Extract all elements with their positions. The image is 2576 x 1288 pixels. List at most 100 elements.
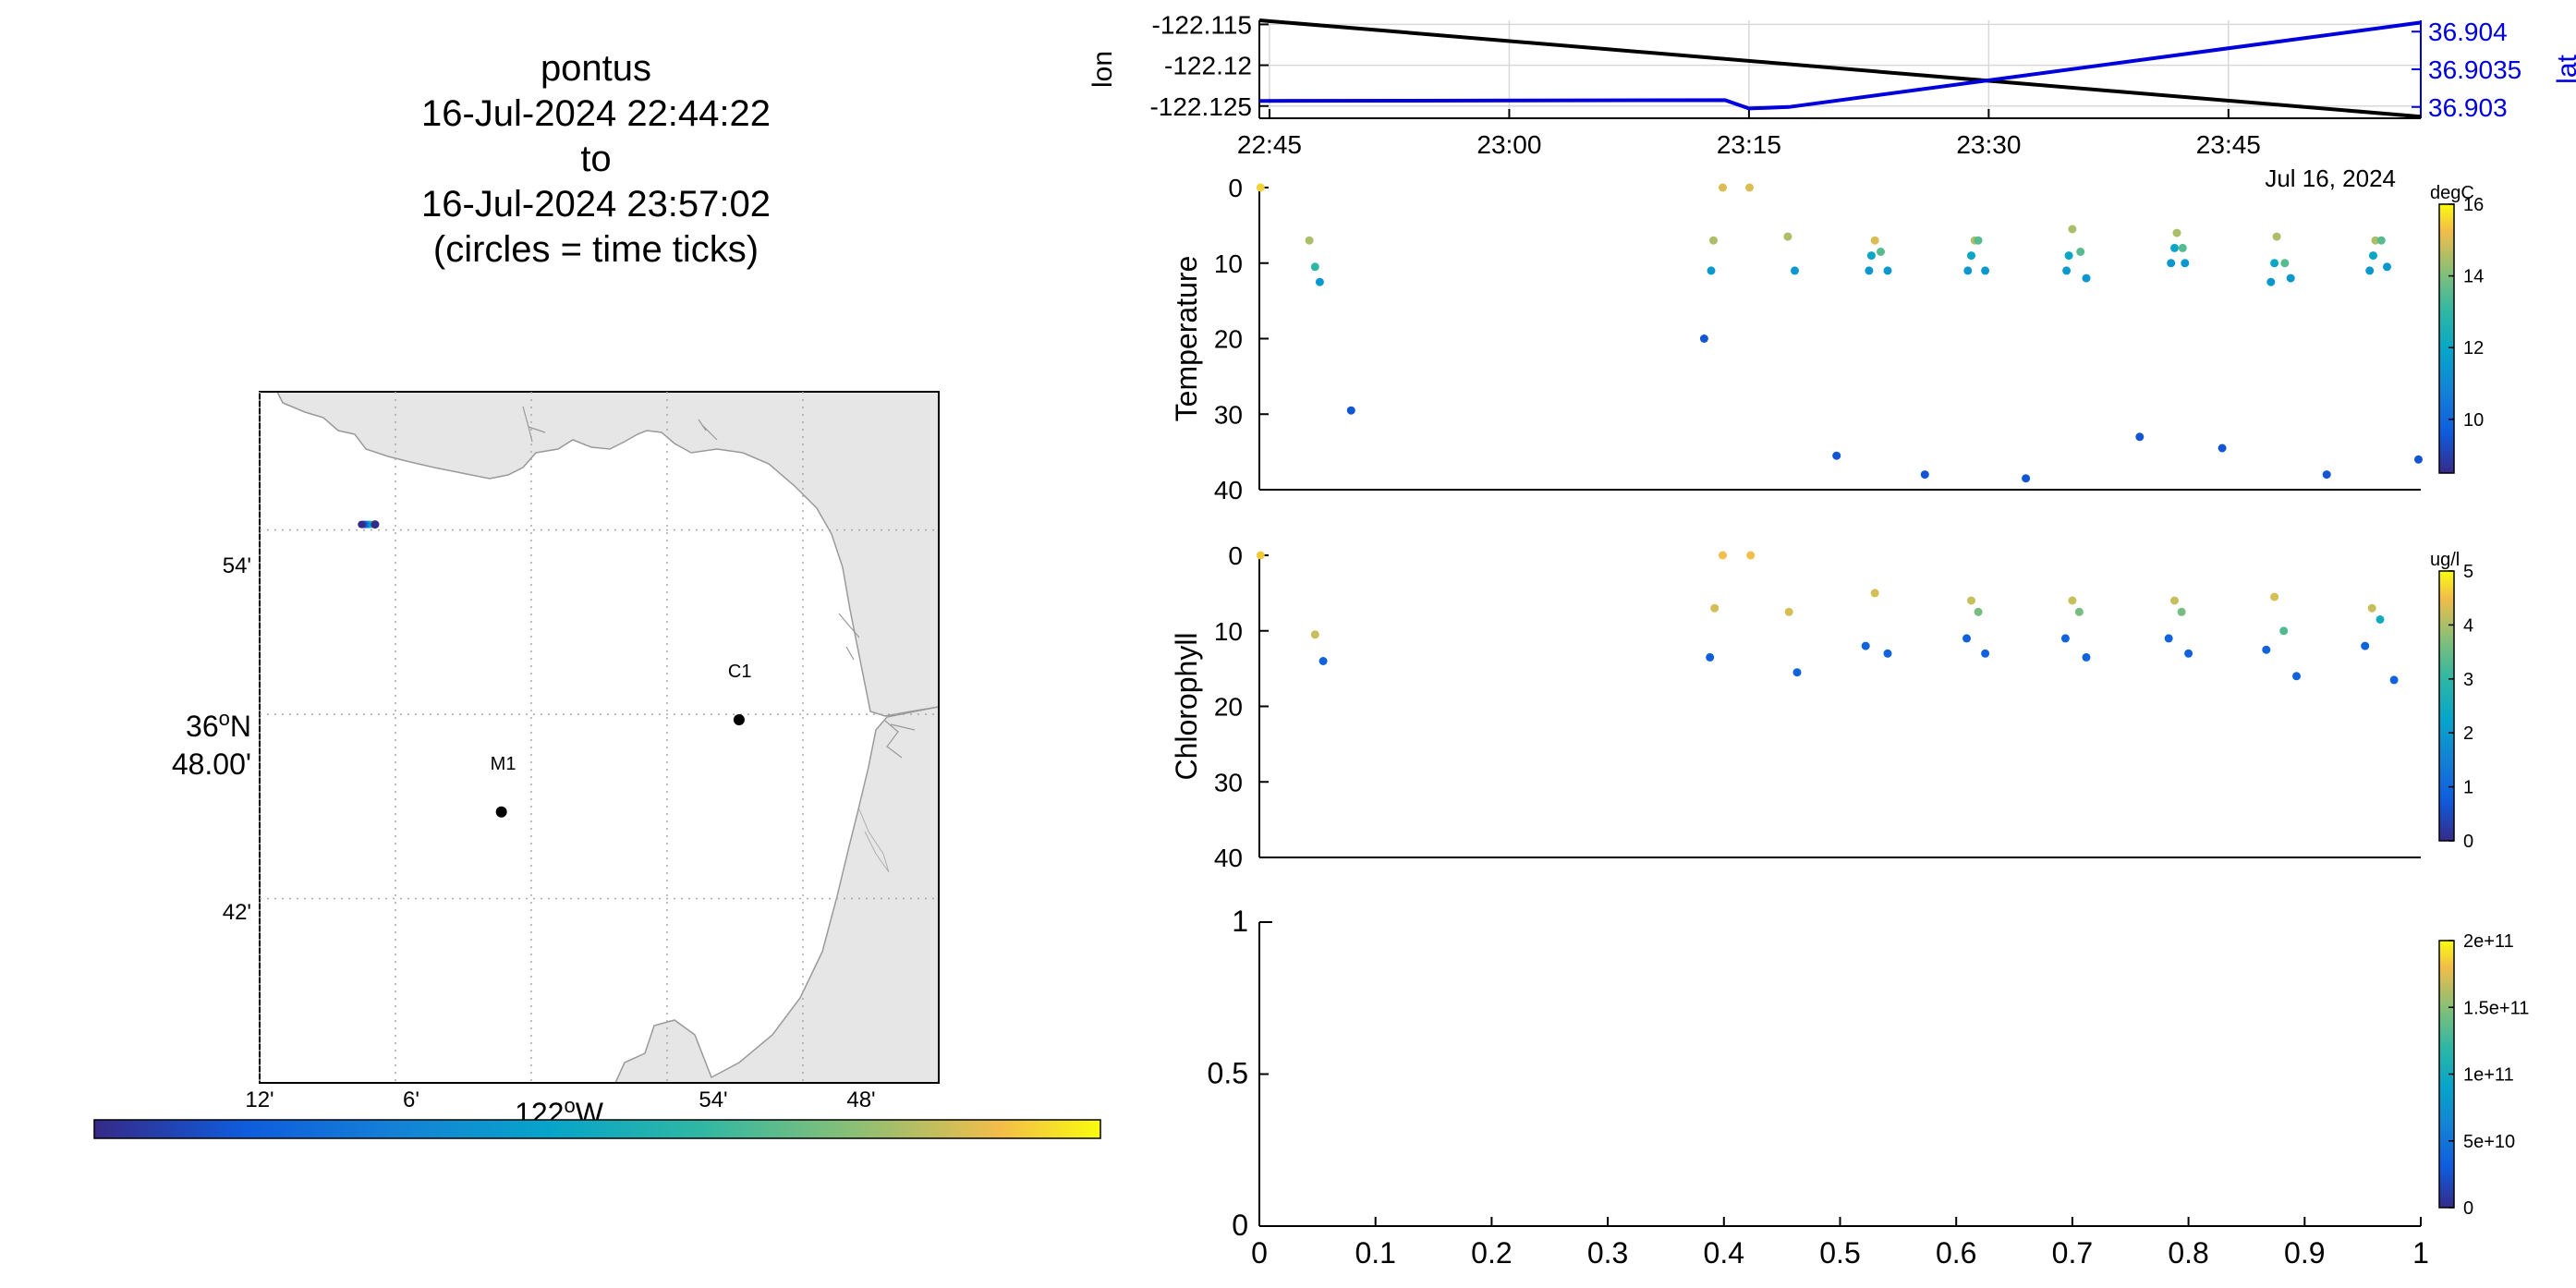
temperature-data-point: [2076, 248, 2085, 256]
chlorophyll-data-point: [1967, 596, 1975, 605]
nav-ytick-label-left: -122.12: [1164, 52, 1252, 80]
temperature-ytick-label: 0: [1228, 174, 1243, 202]
temperature-data-point: [2371, 236, 2380, 245]
nav-ylabel-left: lon: [1088, 51, 1118, 88]
chlorophyll-colorbar-tick-label: 4: [2463, 615, 2473, 636]
chlorophyll-data-point: [1962, 634, 1971, 643]
nav-ytick-label-right: 36.903: [2428, 93, 2508, 122]
temperature-data-point: [1920, 470, 1929, 480]
temperature-data-point: [1791, 266, 1799, 275]
temperature-data-point: [1870, 236, 1879, 245]
empty-xtick-label: 0.3: [1587, 1236, 1628, 1270]
chlorophyll-colorbar-tick-label: 5: [2463, 562, 2473, 582]
map-frame: [259, 391, 940, 1084]
chlorophyll-data-point: [2074, 607, 2084, 616]
temperature-data-point: [1346, 406, 1355, 415]
map-river: [522, 406, 916, 759]
map-lon-label-6: 6': [403, 1088, 419, 1112]
map-lat-label-54: 54': [223, 553, 251, 578]
temperature-data-point: [1865, 266, 1874, 275]
temperature-data-point: [2082, 273, 2091, 283]
chlorophyll-data-point: [2184, 649, 2193, 658]
figure-title: pontus 16-Jul-2024 22:44:22 to 16-Jul-20…: [319, 46, 873, 273]
temperature-data-point: [2172, 228, 2181, 237]
empty-ytick-label: 0.5: [1208, 1057, 1248, 1090]
temperature-data-point: [1315, 277, 1324, 286]
map-lat-center-min: 48.00': [172, 747, 251, 781]
temperature-ytick-label: 40: [1214, 476, 1243, 504]
temperature-ytick-label: 10: [1214, 249, 1243, 278]
map-lon-label-48: 48': [846, 1088, 875, 1112]
temperature-ylabel: Temperature: [1170, 256, 1203, 422]
temperature-colorbar-tick-label: 14: [2463, 267, 2484, 287]
chlorophyll-data-point: [2361, 641, 2370, 650]
empty-colorbar-tick-label: 2e+11: [2463, 931, 2514, 952]
temperature-colorbar-label: degC: [2430, 183, 2474, 203]
temperature-data-point: [1967, 251, 1975, 261]
chlorophyll-data-point: [1981, 649, 1990, 658]
temperature-data-point: [2376, 236, 2386, 245]
chlorophyll-data-point: [1792, 668, 1802, 677]
temperature-data-point: [2365, 266, 2375, 275]
chlorophyll-data-point: [2060, 634, 2070, 643]
temperature-data-point: [1981, 266, 1990, 275]
title-line-to: to: [580, 139, 612, 179]
map-land-north: [276, 392, 939, 717]
map-coast-offshore: [858, 808, 890, 873]
title-line-end: 16-Jul-2024 23:57:02: [420, 184, 772, 225]
chlorophyll-data-point: [2082, 652, 2091, 662]
temperature-data-point: [1719, 183, 1727, 192]
chlorophyll-data-point: [2177, 607, 2186, 616]
nav-lon-lat-panel: -122.115 -122.12 -122.125 36.904 36.9035 36.9…: [1088, 10, 2576, 192]
chlorophyll-colorbar-tick-label: 0: [2463, 832, 2473, 852]
chlorophyll-colorbar-tick-label: 1: [2463, 778, 2473, 798]
map-land-east: [614, 706, 939, 1083]
temperature-colorbar-tick-label: 16: [2463, 195, 2484, 215]
temperature-data-point: [2170, 243, 2179, 252]
empty-colorbar-tick-label: 1.5e+11: [2463, 998, 2529, 1018]
temperature-data-point: [1699, 334, 1708, 343]
temperature-data-point: [2167, 259, 2176, 268]
temperature-data-point: [2181, 259, 2190, 268]
chlorophyll-data-point: [1256, 551, 1265, 560]
temperature-data-point: [2178, 243, 2187, 252]
chlorophyll-data-point: [2170, 596, 2179, 605]
temperature-data-point: [2266, 277, 2276, 286]
empty-xtick-label: 0.9: [2284, 1236, 2325, 1270]
chlorophyll-data-point: [1706, 652, 1715, 662]
chlorophyll-data-point: [2367, 603, 2376, 613]
chlorophyll-colorbar-tick-label: 2: [2463, 723, 2473, 744]
empty-xtick-label: 0.8: [2168, 1236, 2208, 1270]
nav-date-label: Jul 16, 2024: [2265, 164, 2396, 192]
temperature-colorbar-tick-label: 12: [2463, 338, 2484, 358]
temperature-data-point: [2218, 444, 2227, 453]
title-line-vehicle: pontus: [540, 48, 652, 89]
chlorophyll-data-point: [1974, 607, 1983, 616]
title-line-note: (circles = time ticks): [432, 229, 759, 270]
empty-xtick-label: 1: [2412, 1236, 2429, 1270]
map-lon-label-12: 12': [245, 1088, 273, 1112]
title-line-start: 16-Jul-2024 22:44:22: [420, 93, 772, 134]
chlorophyll-data-point: [1883, 649, 1892, 658]
chlorophyll-data-point: [1784, 607, 1793, 616]
empty-xtick-label: 0.1: [1355, 1236, 1395, 1270]
chlorophyll-colorbar: [2438, 570, 2455, 842]
empty-colorbar-tick-label: 1e+11: [2463, 1065, 2514, 1086]
empty-xtick-label: 0.5: [1819, 1236, 1860, 1270]
nav-ytick-label-right: 36.904: [2428, 18, 2508, 46]
map-time-colorbar: [93, 1119, 1101, 1139]
map-lon-label-54: 54': [699, 1088, 727, 1112]
temperature-data-point: [2369, 251, 2377, 261]
temperature-data-point: [2270, 259, 2279, 268]
chlorophyll-data-point: [2262, 645, 2271, 654]
map-track-end-marker: [371, 520, 380, 529]
temperature-data-point: [1866, 251, 1876, 261]
temperature-data-point: [1256, 183, 1265, 192]
map-track-point: [358, 520, 366, 529]
nav-ytick-label-left: -122.115: [1152, 10, 1252, 39]
empty-xtick-label: 0: [1251, 1236, 1268, 1270]
temperature-data-point: [1745, 183, 1754, 192]
temperature-data-point: [1709, 236, 1718, 245]
chlorophyll-data-point: [1861, 641, 1870, 650]
nav-xtick-label: 23:30: [1956, 130, 2021, 159]
